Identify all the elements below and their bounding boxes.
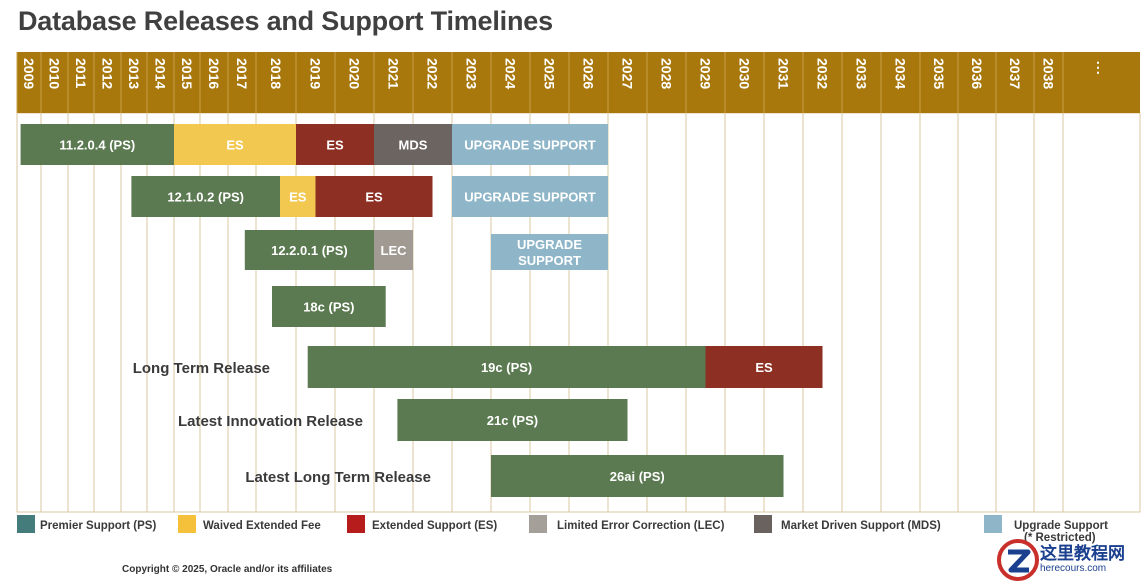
legend-swatch [178, 515, 196, 533]
segment-label: UPGRADE [517, 237, 582, 252]
segment-label: 19c (PS) [481, 360, 532, 375]
year-label: 2025 [542, 58, 558, 89]
legend-swatch [347, 515, 365, 533]
segment-es [296, 124, 374, 165]
year-label: 2035 [931, 58, 947, 89]
watermark-title: 这里教程网 [1040, 544, 1125, 564]
year-label: 2017 [234, 58, 250, 89]
year-label: 2028 [659, 58, 675, 89]
year-label: 2032 [815, 58, 831, 89]
segment-us [491, 234, 608, 270]
segment-wes [174, 124, 296, 165]
page-title: Database Releases and Support Timelines [18, 6, 553, 36]
segment-ps [131, 176, 280, 217]
segment-ps [244, 230, 374, 270]
segment-label: UPGRADE SUPPORT [464, 138, 596, 153]
segment-label: 12.2.0.1 (PS) [271, 243, 348, 258]
year-label: 2027 [620, 58, 636, 89]
year-label: 2023 [464, 58, 480, 89]
year-label: 2026 [581, 58, 597, 89]
year-label: 2037 [1007, 58, 1023, 89]
plot-area [16, 112, 1141, 513]
year-label: 2024 [503, 58, 519, 89]
segment-wes [280, 176, 316, 217]
segment-es [315, 176, 433, 217]
segment-us [452, 176, 608, 217]
segment-label: ES [755, 360, 773, 375]
year-label: 2014 [153, 58, 169, 89]
year-continuation-marker: ⋮ [1091, 59, 1105, 75]
segment-label: 11.2.0.4 (PS) [59, 138, 135, 153]
watermark-logo-icon [997, 539, 1039, 581]
segment-label: ES [226, 138, 244, 153]
legend-swatch [754, 515, 772, 533]
segment-label: 12.1.0.2 (PS) [167, 190, 244, 205]
year-label: 2018 [268, 58, 284, 89]
segment-label: SUPPORT [518, 253, 581, 268]
segment-label: 26ai (PS) [610, 469, 665, 484]
segment-lec [374, 230, 413, 270]
segment-ps [397, 399, 628, 441]
legend-swatch [984, 515, 1002, 533]
legend-label: Waived Extended Fee [203, 520, 321, 532]
segment-ps [272, 286, 386, 327]
year-label: 2036 [969, 58, 985, 89]
year-label: 2029 [698, 58, 714, 89]
year-label: 2015 [179, 58, 195, 89]
year-label: 2019 [308, 58, 324, 89]
legend-swatch [529, 515, 547, 533]
legend-label: Premier Support (PS) [40, 520, 156, 532]
segment-label: 18c (PS) [303, 300, 354, 315]
legend-label: Market Driven Support (MDS) [781, 520, 941, 532]
year-label: 2012 [100, 58, 116, 89]
legend-label: Extended Support (ES) [372, 520, 497, 532]
watermark-url: herecours.com [1040, 563, 1107, 574]
segment-es [705, 346, 823, 388]
segment-label: LEC [381, 243, 408, 258]
copyright-notice: Copyright © 2025, Oracle and/or its affi… [122, 564, 333, 575]
segment-ps [491, 455, 784, 497]
legend-label: Limited Error Correction (LEC) [557, 520, 725, 532]
row-label: Latest Innovation Release [178, 413, 363, 430]
year-header-band [17, 52, 1140, 113]
legend-swatch [17, 515, 35, 533]
watermark: 这里教程网 herecours.com [996, 538, 1125, 582]
year-label: 2013 [126, 58, 142, 89]
year-label: 2031 [776, 58, 792, 89]
year-label: 2030 [737, 58, 753, 89]
segment-us [452, 124, 608, 165]
row-label: Long Term Release [133, 360, 270, 377]
row-label: Latest Long Term Release [245, 469, 431, 486]
year-label: 2011 [73, 58, 89, 89]
year-label: 2016 [206, 58, 222, 89]
year-label: 2020 [347, 58, 363, 89]
legend-label: Upgrade Support [1014, 520, 1108, 532]
segment-label: 21c (PS) [487, 413, 538, 428]
legend-sublabel: (* Restricted) [1024, 532, 1096, 544]
year-label: 2034 [893, 58, 909, 89]
segment-label: MDS [399, 138, 428, 153]
year-label: 2033 [854, 58, 870, 89]
segment-label: UPGRADE SUPPORT [464, 190, 596, 205]
segment-ps [307, 346, 706, 388]
year-label: 2009 [21, 58, 37, 89]
year-label: 2021 [386, 58, 402, 89]
segment-label: ES [289, 190, 307, 205]
segment-ps [20, 124, 174, 165]
year-label: 2038 [1041, 58, 1057, 89]
year-label: 2010 [47, 58, 63, 89]
segment-mds [374, 124, 452, 165]
segment-label: ES [326, 138, 344, 153]
segment-label: ES [365, 190, 383, 205]
year-label: 2022 [425, 58, 441, 89]
